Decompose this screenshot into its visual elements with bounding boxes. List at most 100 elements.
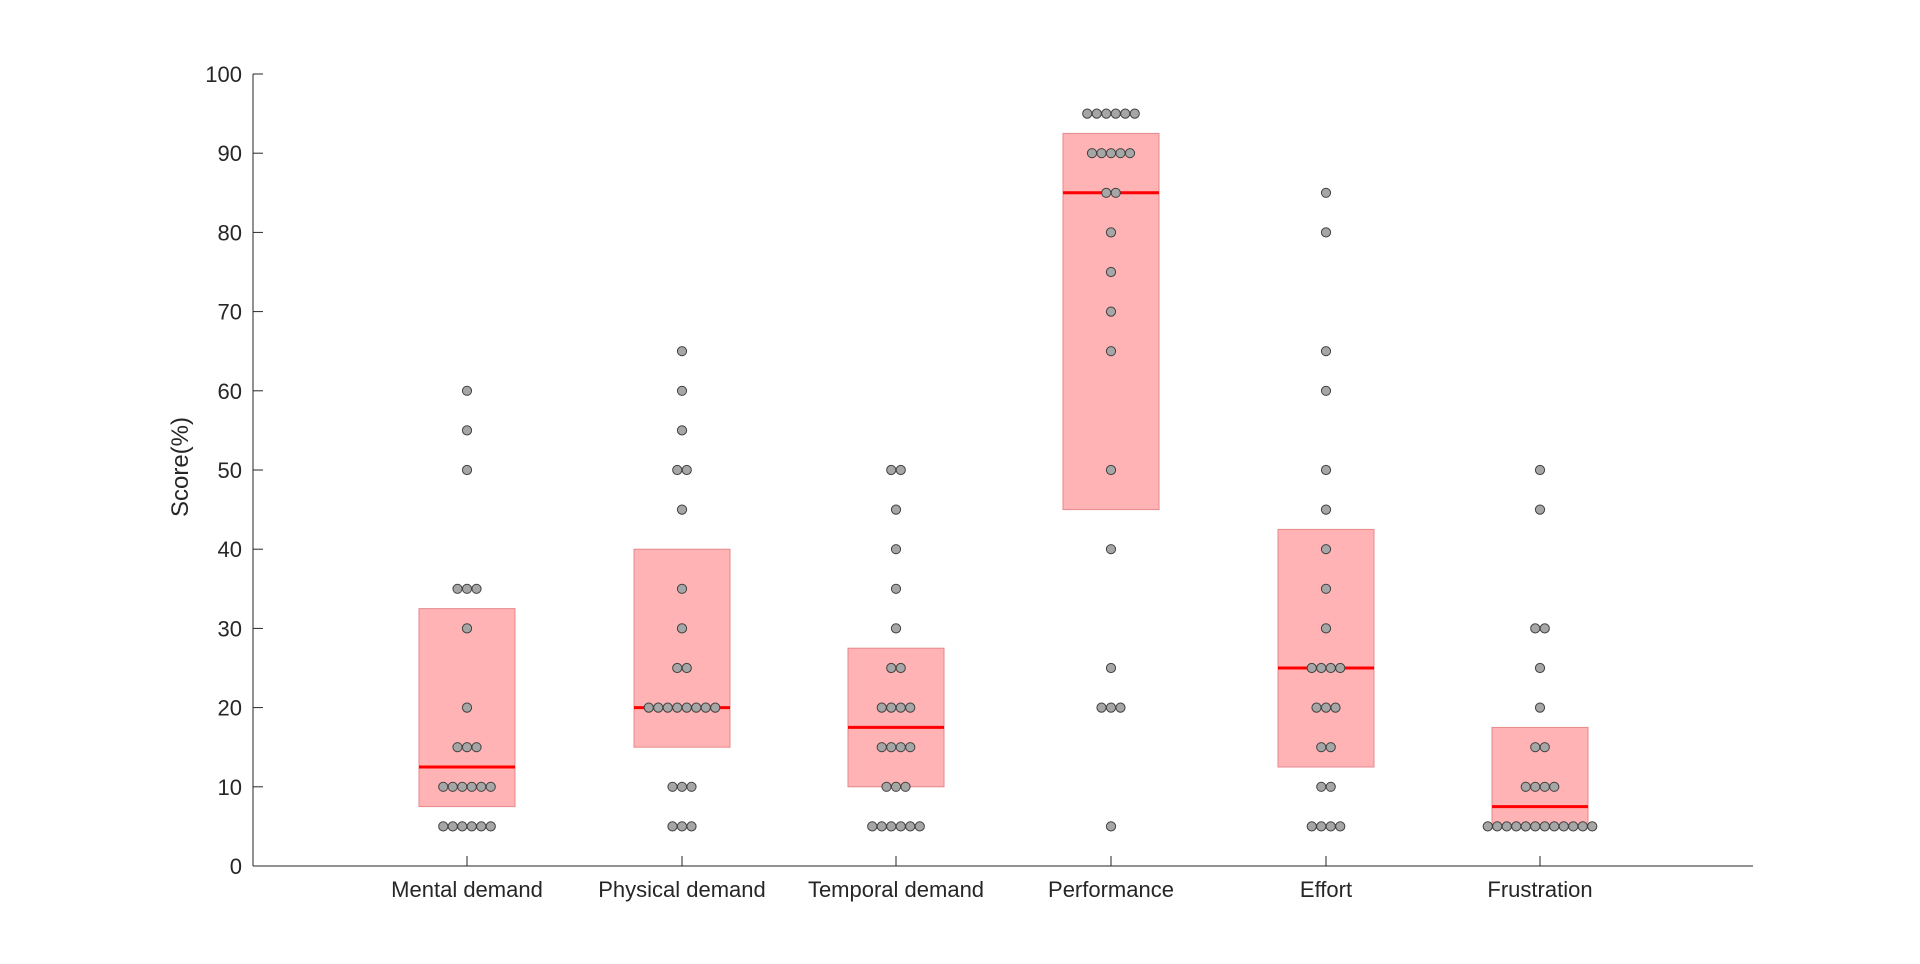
data-point <box>890 623 902 634</box>
y-axis-title: Score(%) <box>167 417 194 517</box>
data-point <box>1105 306 1117 317</box>
data-point <box>1520 821 1531 832</box>
data-point <box>1587 821 1598 832</box>
data-point <box>1549 821 1560 832</box>
data-point <box>438 821 449 832</box>
y-tick-label: 60 <box>218 379 242 404</box>
data-point <box>681 464 692 476</box>
data-point <box>876 702 887 713</box>
y-tick-label: 80 <box>218 220 242 245</box>
data-point <box>1320 346 1332 357</box>
y-tick-label: 40 <box>218 537 242 562</box>
data-point <box>1082 108 1093 119</box>
data-point <box>881 781 892 792</box>
data-point <box>886 662 897 674</box>
data-point <box>1534 702 1546 713</box>
data-point <box>466 821 477 832</box>
data-point <box>471 583 482 594</box>
data-point <box>1482 821 1493 832</box>
data-point <box>1530 821 1541 832</box>
iqr-box <box>1062 132 1160 511</box>
data-point <box>452 583 463 594</box>
data-point <box>1558 821 1569 832</box>
data-point <box>1539 781 1550 792</box>
y-tick-label: 10 <box>218 775 242 800</box>
data-point <box>1549 781 1560 792</box>
data-point <box>676 821 688 832</box>
data-point <box>895 702 906 713</box>
data-point <box>681 702 692 713</box>
data-point <box>1335 662 1346 674</box>
data-point <box>886 821 897 832</box>
data-point <box>1534 662 1546 674</box>
data-point <box>1316 821 1327 832</box>
data-point <box>1096 702 1107 713</box>
data-point <box>461 583 473 594</box>
data-point <box>1105 702 1117 713</box>
data-point <box>1115 148 1126 159</box>
data-point <box>676 781 688 792</box>
data-point <box>1306 662 1317 674</box>
data-point <box>1320 583 1332 594</box>
data-point <box>876 821 887 832</box>
data-point <box>1101 187 1112 198</box>
points-layer <box>438 108 1598 832</box>
data-point <box>1320 464 1332 476</box>
data-point <box>653 702 664 713</box>
data-point <box>676 504 688 515</box>
iqr-box <box>1491 726 1589 827</box>
data-point <box>672 662 683 674</box>
data-point <box>672 464 683 476</box>
data-point <box>447 821 458 832</box>
data-point <box>710 702 721 713</box>
data-point <box>1105 821 1117 832</box>
x-tick-label: Performance <box>1048 877 1174 902</box>
data-point <box>676 623 688 634</box>
data-point <box>1501 821 1512 832</box>
data-point <box>1539 821 1550 832</box>
data-point <box>1325 662 1336 674</box>
data-point <box>667 821 678 832</box>
data-point <box>672 702 683 713</box>
data-point <box>1325 821 1336 832</box>
data-point <box>1534 504 1546 515</box>
x-tick-label: Physical demand <box>598 877 766 902</box>
data-point <box>886 464 897 476</box>
data-point <box>676 346 688 357</box>
data-point <box>1115 702 1126 713</box>
y-tick-label: 70 <box>218 300 242 325</box>
data-point <box>1316 742 1327 753</box>
data-point <box>1539 623 1550 634</box>
data-point <box>1330 702 1341 713</box>
data-point <box>476 781 487 792</box>
y-tick-label: 20 <box>218 696 242 721</box>
data-point <box>1120 108 1131 119</box>
data-point <box>676 385 688 396</box>
data-point <box>1105 662 1117 674</box>
data-point <box>457 821 468 832</box>
data-point <box>1539 742 1550 753</box>
data-point <box>1492 821 1503 832</box>
y-tick-label: 100 <box>205 62 242 87</box>
data-point <box>662 702 673 713</box>
data-point <box>700 702 711 713</box>
data-point <box>1110 187 1121 198</box>
data-point <box>890 781 902 792</box>
data-point <box>1086 148 1098 159</box>
data-point <box>447 781 458 792</box>
iqr-box <box>633 548 731 748</box>
data-point <box>1320 385 1332 396</box>
data-point <box>1129 108 1140 119</box>
x-tick-label: Mental demand <box>391 877 543 902</box>
data-point <box>905 742 916 753</box>
boxes-layer <box>418 132 1589 827</box>
data-point <box>1320 504 1332 515</box>
data-point <box>1316 781 1327 792</box>
data-point <box>667 781 678 792</box>
data-point <box>1530 742 1541 753</box>
data-point <box>1320 623 1332 634</box>
iqr-box <box>847 647 945 788</box>
data-point <box>1105 227 1117 238</box>
data-point <box>457 781 468 792</box>
